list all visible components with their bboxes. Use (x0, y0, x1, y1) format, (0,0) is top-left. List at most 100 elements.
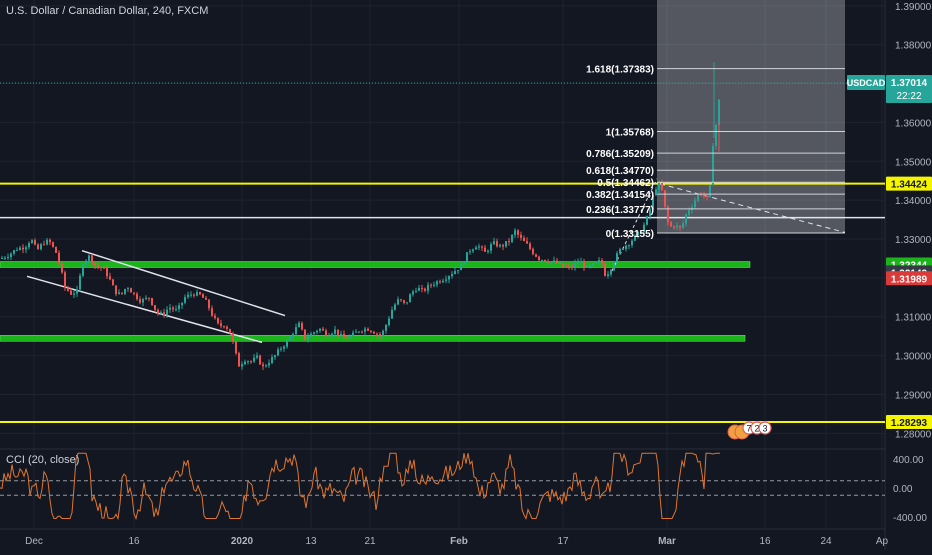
candle-body (115, 285, 117, 295)
event-count: 7 (746, 424, 751, 434)
time-tick-label: 24 (820, 536, 832, 547)
candle-body (607, 274, 609, 276)
candle-body (433, 284, 435, 286)
candle-body (160, 312, 162, 314)
candle-body (583, 261, 585, 268)
candle-body (19, 247, 21, 250)
candle-body (235, 341, 237, 354)
candle (694, 197, 696, 209)
candle (91, 254, 93, 266)
candle (10, 252, 12, 261)
last-price-label: 1.37014 (891, 78, 928, 89)
candle-body (211, 308, 213, 316)
candle-body (391, 309, 393, 319)
candle-body (181, 302, 183, 306)
candle-body (565, 266, 567, 268)
price-axis[interactable]: 1.390001.380001.370001.360001.350001.340… (847, 2, 932, 524)
candle (43, 240, 45, 246)
price-badge[interactable]: 1.31989 (886, 271, 932, 286)
candle (19, 245, 21, 251)
candle (451, 271, 453, 279)
candle-body (319, 328, 321, 331)
candle (589, 264, 591, 269)
candle-body (148, 297, 150, 299)
candle (466, 252, 468, 263)
candle (382, 329, 384, 339)
candle-body (232, 333, 234, 342)
candle (124, 288, 126, 296)
chart-title: U.S. Dollar / Canadian Dollar, 240, FXCM (6, 5, 209, 17)
event-bubble[interactable] (758, 421, 772, 435)
candle (217, 317, 219, 325)
candle-body (79, 275, 81, 290)
fibonacci-retracement[interactable]: 1.618(1.37383) 1(1.35768) 0.786(1.35209) 0.… (586, 65, 845, 240)
candle (427, 282, 429, 295)
candle-body (661, 182, 663, 191)
green-zone (0, 335, 746, 342)
candle-body (133, 292, 135, 294)
candle-body (220, 323, 222, 327)
candle-body (652, 195, 654, 210)
candle-body (580, 261, 582, 263)
cci-tick-label: -400.00 (893, 513, 927, 524)
descending-channel[interactable] (26, 178, 846, 344)
candle-body (496, 241, 498, 247)
candle (256, 352, 258, 360)
time-axis[interactable]: Dec 16 2020 13 21 Feb 17 Mar 16 24 Ap (25, 536, 888, 547)
candle (67, 285, 69, 292)
candle (76, 285, 78, 297)
candle-body (484, 247, 486, 252)
candle-body (100, 266, 102, 268)
symbol-price-badge[interactable]: USDCAD 1.37014 22:22 (847, 75, 932, 104)
candle-body (7, 257, 9, 259)
candle-body (325, 330, 327, 336)
candle (472, 248, 474, 254)
channel-lower-line[interactable] (26, 275, 263, 344)
price-tick-label: 1.28000 (895, 429, 932, 440)
candle-body (355, 331, 357, 333)
candle-body (577, 261, 579, 264)
candle (409, 293, 411, 303)
candle-body (343, 333, 345, 338)
fib-trend-line[interactable] (659, 183, 846, 233)
candle-body (244, 361, 246, 365)
channel-upper-line[interactable] (81, 249, 286, 317)
candle-body (106, 267, 108, 277)
candle (373, 330, 375, 335)
candle (307, 333, 309, 343)
candle-body (337, 329, 339, 335)
cci-tick-label: 0.00 (893, 484, 913, 495)
candle (628, 244, 630, 250)
candle-body (472, 249, 474, 252)
candle (676, 222, 678, 231)
candle (127, 287, 129, 293)
symbol-badge-bg (847, 75, 885, 91)
price-badge[interactable]: 1.28293 (886, 414, 932, 429)
candle-body (454, 271, 456, 274)
candle (220, 319, 222, 329)
candle-body (286, 340, 288, 347)
candle (577, 258, 579, 266)
candle (322, 326, 324, 331)
price-badge[interactable]: 1.34424 (886, 176, 932, 191)
candle (154, 304, 156, 313)
candle-body (145, 297, 147, 300)
time-tick-label: 13 (305, 536, 317, 547)
candle (247, 360, 249, 365)
candle (541, 259, 543, 263)
fib-level-label: 0.382(1.34154) (586, 190, 654, 201)
fib-level-label: 0.786(1.35209) (586, 149, 654, 160)
fib-level-label: 1.618(1.37383) (586, 65, 654, 76)
candle (142, 297, 144, 307)
candle (349, 334, 351, 340)
candle (82, 263, 84, 278)
candle-body (193, 294, 195, 296)
candle (13, 249, 15, 256)
candle-body (655, 189, 657, 196)
candle-body (538, 256, 540, 261)
candle-body (667, 206, 669, 223)
candle (208, 298, 210, 311)
candle (25, 245, 27, 254)
